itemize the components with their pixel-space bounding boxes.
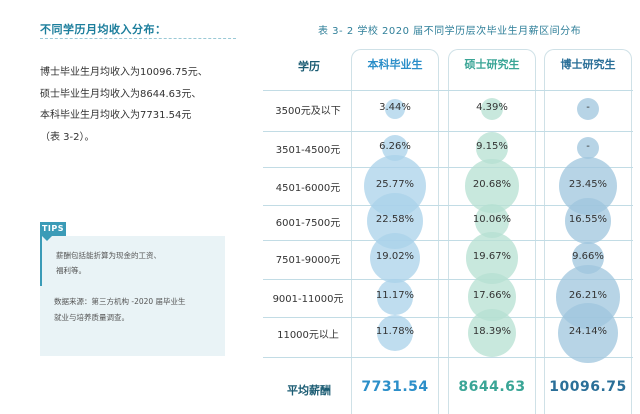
cell-value: 23.45% — [568, 179, 608, 190]
section-title: 不同学历月均收入分布： — [40, 23, 167, 36]
source-line: 就业与培养质量调查。 — [54, 313, 129, 322]
value-bubble — [384, 98, 406, 120]
cell-value: 6.26% — [379, 141, 411, 152]
intro-text: 博士毕业生月均收入为10096.75元、 硕士毕业生月均收入为8644.63元、… — [40, 62, 245, 148]
row-divider — [263, 279, 633, 280]
row-divider — [263, 167, 633, 168]
value-bubble — [475, 204, 509, 238]
source-line: 数据来源：第三方机构 -2020 届毕业生 — [54, 297, 186, 306]
tips-background: 薪酬包括能折算为现金的工资、 福利等。 — [40, 236, 225, 294]
cell-value: 24.14% — [568, 326, 608, 337]
tips-badge: TIPS — [40, 222, 66, 241]
cell-value: 19.02% — [375, 251, 415, 262]
cell-value: 20.68% — [472, 179, 512, 190]
value-bubble — [467, 308, 517, 358]
row-divider — [263, 317, 633, 318]
value-bubble — [565, 198, 611, 244]
row-divider — [263, 131, 633, 132]
row-label: 4501-6000元 — [275, 183, 341, 194]
tips-line: 薪酬包括能折算为现金的工资、 — [56, 251, 161, 260]
value-bubble — [577, 98, 599, 120]
value-bubble — [376, 314, 414, 352]
value-bubble — [465, 159, 519, 213]
average-label: 平均薪酬 — [287, 384, 331, 397]
section-divider — [40, 38, 236, 39]
tips-line: 福利等。 — [56, 266, 86, 275]
column-header: 本科毕业生 — [367, 58, 423, 71]
intro-line: 硕士毕业生月均收入为8644.63元、 — [40, 88, 202, 100]
row-divider — [263, 205, 633, 206]
value-bubble — [377, 279, 413, 315]
cell-value: - — [586, 102, 590, 113]
row-divider — [263, 357, 633, 358]
row-label: 7501-9000元 — [275, 255, 341, 266]
row-label: 3501-4500元 — [275, 145, 341, 156]
left-panel: 不同学历月均收入分布： 博士毕业生月均收入为10096.75元、 硕士毕业生月均… — [0, 0, 250, 414]
cell-value: 16.55% — [568, 214, 608, 225]
cell-value: 17.66% — [472, 290, 512, 301]
intro-line: （表 3-2）。 — [40, 131, 95, 143]
average-value: 8644.63 — [458, 379, 526, 395]
cell-value: 3.44% — [379, 102, 411, 113]
value-bubble — [476, 132, 508, 164]
value-bubble — [558, 303, 618, 363]
column-header: 硕士研究生 — [464, 58, 520, 71]
cell-value: 9.66% — [572, 251, 604, 262]
intro-line: 本科毕业生月均收入为7731.54元 — [40, 110, 192, 121]
cell-value: 19.67% — [472, 251, 512, 262]
cell-value: - — [586, 141, 590, 152]
cell-value: 25.77% — [375, 179, 415, 190]
intro-line: 博士毕业生月均收入为10096.75元、 — [40, 67, 208, 78]
cell-value: 22.58% — [375, 214, 415, 225]
source-box: 数据来源：第三方机构 -2020 届毕业生 就业与培养质量调查。 — [40, 286, 225, 356]
average-value: 7731.54 — [361, 379, 429, 395]
cell-value: 9.15% — [476, 141, 508, 152]
value-bubble — [480, 97, 504, 121]
row-label: 9001-11000元 — [272, 294, 344, 305]
cell-value: 18.39% — [472, 326, 512, 337]
value-bubble — [577, 137, 599, 159]
column-header: 博士研究生 — [560, 58, 616, 71]
cell-value: 11.17% — [375, 290, 415, 301]
row-label: 11000元以上 — [277, 330, 339, 341]
row-label: 3500元及以下 — [275, 106, 341, 117]
source-text: 数据来源：第三方机构 -2020 届毕业生 就业与培养质量调查。 — [54, 294, 222, 326]
row-header: 学历 — [298, 60, 320, 73]
cell-value: 11.78% — [375, 326, 415, 337]
cell-value: 10.06% — [472, 214, 512, 225]
cell-value: 26.21% — [568, 290, 608, 301]
value-bubble — [369, 232, 421, 284]
row-divider — [263, 90, 633, 91]
row-divider — [263, 240, 633, 241]
row-label: 6001-7500元 — [275, 218, 341, 229]
cell-value: 4.39% — [476, 102, 508, 113]
tips-text: 薪酬包括能折算为现金的工资、 福利等。 — [56, 248, 226, 278]
table-title: 表 3- 2 学校 2020 届不同学历层次毕业生月薪区间分布 — [318, 26, 582, 37]
average-value: 10096.75 — [549, 379, 627, 395]
